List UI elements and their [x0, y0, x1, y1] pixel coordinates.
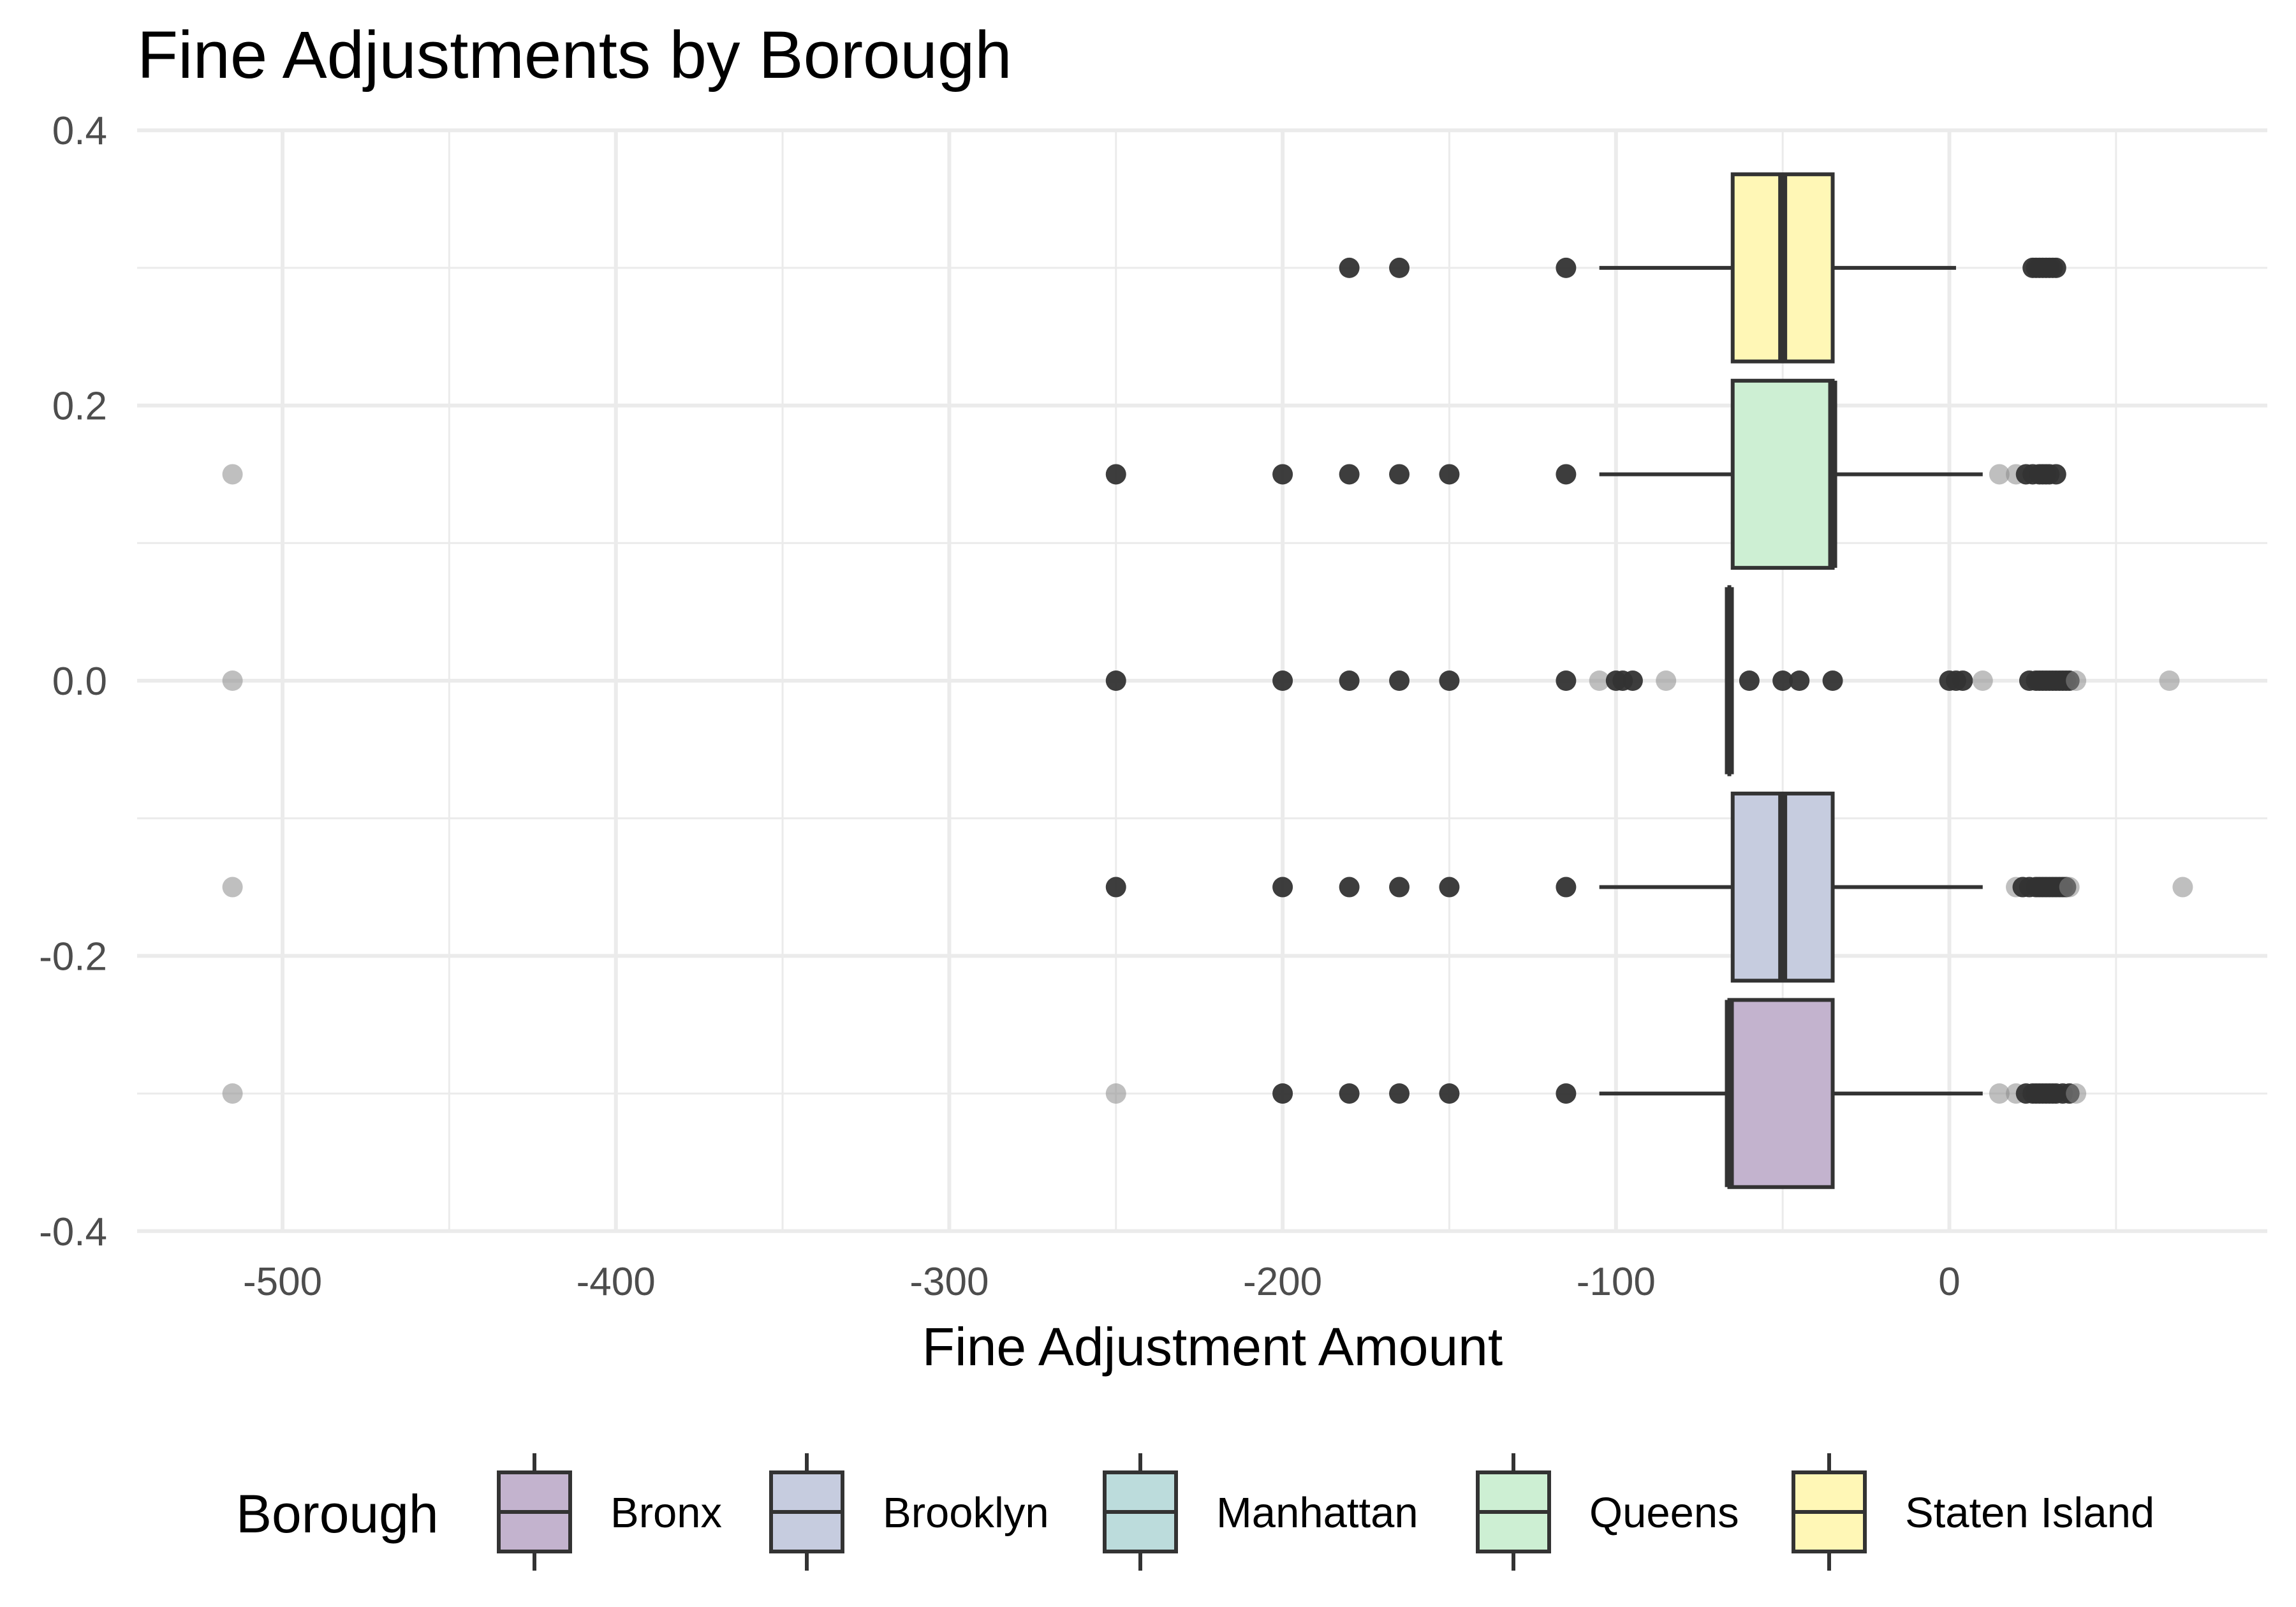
outlier-point [1556, 670, 1577, 691]
x-tick-labels: -500 -400 -300 -200 -100 0 [243, 1260, 1961, 1304]
outlier-point [1389, 1083, 1410, 1104]
outlier-point [1105, 670, 1126, 691]
outlier-point [2045, 257, 2066, 278]
outlier-point [1339, 1083, 1360, 1104]
outlier-point [1972, 670, 1993, 691]
outlier-point [1656, 670, 1677, 691]
legend-title: Borough [236, 1484, 439, 1544]
outlier-point [1105, 877, 1126, 898]
box [1727, 998, 1835, 1189]
outlier-point [1339, 257, 1360, 278]
x-tick-label: 0 [1938, 1260, 1960, 1304]
legend-entry-manhattan: Manhattan [1103, 1453, 1418, 1571]
outlier-point [1389, 670, 1410, 691]
legend-entry-queens: Queens [1476, 1453, 1739, 1571]
legend-label: Manhattan [1216, 1489, 1418, 1537]
outlier-point [2059, 877, 2080, 898]
outlier-point [1622, 670, 1643, 691]
outlier-point [2172, 877, 2193, 898]
outlier-point [222, 464, 243, 485]
outlier-point [1272, 670, 1293, 691]
y-tick-label: 0.0 [52, 660, 107, 704]
outlier-point [1272, 464, 1293, 485]
y-tick-label: -0.4 [39, 1210, 107, 1254]
legend-label: Staten Island [1905, 1489, 2154, 1537]
outlier-point [1772, 670, 1793, 691]
boxplot-bronx [1599, 998, 1983, 1189]
outlier-point [1789, 670, 1810, 691]
legend-label: Brooklyn [883, 1489, 1049, 1537]
legend-entry-staten-island: Staten Island [1792, 1453, 2154, 1571]
outlier-point [1339, 464, 1360, 485]
outlier-point [1389, 257, 1410, 278]
outlier-point [2045, 464, 2066, 485]
outlier-point [1952, 670, 1973, 691]
y-tick-label: 0.2 [52, 385, 107, 429]
outlier-points [222, 257, 2193, 1104]
outlier-point [1556, 1083, 1577, 1104]
outlier-point [1105, 464, 1126, 485]
chart-title: Fine Adjustments by Borough [137, 18, 1012, 93]
legend-entry-bronx: Bronx [497, 1453, 722, 1571]
x-tick-label: -100 [1577, 1260, 1656, 1304]
outlier-point [1105, 1083, 1126, 1104]
legend-label: Queens [1589, 1489, 1739, 1537]
y-tick-labels: -0.4 -0.2 0.0 0.2 0.4 [39, 109, 107, 1254]
outlier-point [2066, 1083, 2087, 1104]
box [1730, 378, 1835, 570]
outlier-point [1739, 670, 1760, 691]
outlier-point [1556, 257, 1577, 278]
outlier-point [222, 1083, 243, 1104]
legend-entry-brooklyn: Brooklyn [769, 1453, 1049, 1571]
outlier-point [1272, 1083, 1293, 1104]
boxplot-queens [1599, 378, 1983, 570]
x-tick-label: -500 [243, 1260, 322, 1304]
boxplot-staten-island [1599, 172, 1956, 364]
legend-label: Bronx [610, 1489, 722, 1537]
outlier-point [1439, 670, 1460, 691]
outlier-point [1339, 877, 1360, 898]
outlier-point [1439, 464, 1460, 485]
boxplots [1599, 172, 1983, 1189]
outlier-point [1556, 877, 1577, 898]
x-axis-title: Fine Adjustment Amount [922, 1317, 1503, 1377]
outlier-point [1589, 670, 1610, 691]
x-tick-label: -300 [909, 1260, 989, 1304]
outlier-point [222, 670, 243, 691]
outlier-point [2159, 670, 2180, 691]
outlier-point [1272, 877, 1293, 898]
outlier-point [1389, 877, 1410, 898]
outlier-point [1989, 1083, 2010, 1104]
boxplot-brooklyn [1599, 791, 1983, 983]
outlier-point [1439, 877, 1460, 898]
outlier-point [1822, 670, 1843, 691]
x-tick-label: -400 [577, 1260, 656, 1304]
outlier-point [222, 877, 243, 898]
outlier-point [2066, 670, 2087, 691]
outlier-point [1556, 464, 1577, 485]
y-tick-label: -0.2 [39, 935, 107, 979]
outlier-point [1439, 1083, 1460, 1104]
outlier-point [1389, 464, 1410, 485]
x-tick-label: -200 [1243, 1260, 1322, 1304]
outlier-point [1989, 464, 2010, 485]
legend: Bronx Brooklyn Manhattan Queens Staten Islan… [497, 1453, 2154, 1571]
outlier-point [1339, 670, 1360, 691]
y-tick-label: 0.4 [52, 109, 107, 153]
